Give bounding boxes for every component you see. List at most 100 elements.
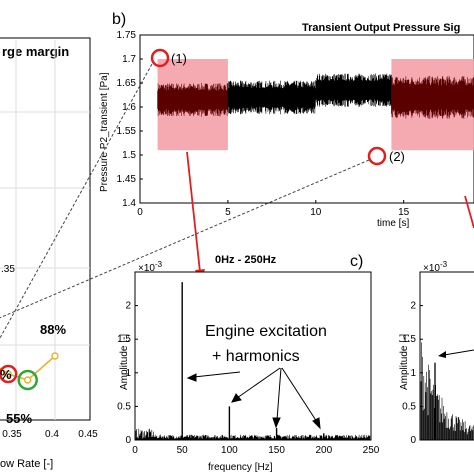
panel-b-xlabel: time [s] bbox=[377, 218, 409, 229]
panel-a-xlabel: ow Rate [-] bbox=[0, 458, 53, 470]
panel-a-xtick: 0.4 bbox=[45, 429, 59, 440]
panel-d-ytick-label: 2 bbox=[410, 301, 416, 312]
harmonic-arrow-50-head bbox=[186, 373, 197, 382]
marker-label-1: (1) bbox=[171, 51, 187, 66]
harmonic-arrow-150-head bbox=[272, 417, 281, 429]
panel-c-exponent-power: -3 bbox=[155, 260, 163, 269]
panel-c-exponent-base: ×10 bbox=[138, 263, 155, 274]
panel-a-point bbox=[51, 352, 59, 360]
panel-c-xtick-label: 0 bbox=[132, 445, 138, 456]
panel-c-ytick-label: 0.5 bbox=[117, 401, 131, 412]
harmonic-arrow-200-head bbox=[312, 417, 321, 430]
connector-dashed-2 bbox=[0, 159, 370, 319]
panel-c-ytick-label: 0 bbox=[125, 435, 131, 446]
panel-c: 0Hz - 250Hz c) ×10-3 2 1.5 1 0.5 0 0 50 100 150… bbox=[117, 253, 380, 473]
panel-b-signal-segment bbox=[227, 80, 316, 115]
panel-d-yticks: 2 1.5 1 0.5 0 bbox=[402, 301, 423, 446]
marker-circle-2 bbox=[367, 146, 387, 166]
panel-c-xtick-label: 100 bbox=[221, 445, 238, 456]
panel-c-xlabel: frequency [Hz] bbox=[208, 462, 273, 473]
harmonic-arrow-150 bbox=[276, 367, 282, 421]
panel-c-exponent: ×10-3 bbox=[138, 260, 163, 274]
panel-a-frame bbox=[0, 37, 91, 421]
panel-d-spectrum bbox=[420, 342, 474, 440]
panel-d: ×10-3 2 1.5 1 0.5 0 Amplitude [-] bbox=[399, 260, 474, 446]
panel-c-xtick-label: 200 bbox=[315, 445, 332, 456]
panel-b-ytick-label: 1.75 bbox=[117, 30, 137, 41]
panel-b-yticks: 1.75 1.7 1.65 1.6 1.55 1.5 1.45 1.4 bbox=[117, 30, 143, 209]
panel-c-ytick-label: 1.5 bbox=[117, 334, 131, 345]
panel-a-annotation-55: 55% bbox=[6, 411, 32, 426]
arrow-to-panel-c bbox=[186, 151, 201, 273]
panel-b-ytick-label: 1.65 bbox=[117, 78, 137, 89]
panel-b-signal bbox=[157, 73, 474, 119]
harmonic-arrow-50 bbox=[193, 371, 241, 378]
panel-d-ytick-label: 0.5 bbox=[402, 401, 416, 412]
harmonic-arrow-100 bbox=[236, 367, 281, 399]
panel-d-exponent-power: -3 bbox=[440, 260, 448, 269]
panel-c-xticks: 0 50 100 150 200 250 bbox=[132, 437, 380, 456]
annotation-harmonics: + harmonics bbox=[212, 348, 300, 365]
marker-label-2: (2) bbox=[389, 149, 405, 164]
panel-b-ytick-label: 1.45 bbox=[117, 174, 137, 185]
panel-a-title: rge margin bbox=[2, 44, 69, 59]
panel-d-exponent-base: ×10 bbox=[423, 263, 440, 274]
panel-b-signal-segment bbox=[157, 83, 228, 117]
panel-c-ytick-label: 1 bbox=[125, 368, 131, 379]
panel-c-title: 0Hz - 250Hz bbox=[215, 254, 277, 266]
panel-a-xtick: 0.45 bbox=[78, 429, 98, 440]
panel-d-exponent: ×10-3 bbox=[423, 260, 448, 274]
panel-c-label: c) bbox=[350, 253, 363, 270]
panel-b-signal-segment bbox=[391, 75, 474, 119]
panel-b-signal-segment bbox=[315, 73, 392, 107]
panel-a-point bbox=[4, 370, 12, 378]
panel-b-xtick-label: 5 bbox=[225, 207, 231, 218]
panel-d-arrow-head bbox=[438, 351, 446, 358]
panel-a-red-circle bbox=[0, 364, 18, 384]
panel-b-ytick-label: 1.55 bbox=[117, 126, 137, 137]
panel-b-ylabel: Pressure P2_transient [Pa] bbox=[99, 72, 110, 192]
arrow-to-panel-d bbox=[464, 195, 474, 229]
panel-b-xtick-label: 0 bbox=[137, 207, 143, 218]
panel-b-ytick-label: 1.4 bbox=[122, 198, 136, 209]
panel-a-ytick: .35 bbox=[1, 264, 15, 275]
panel-d-ylabel: Amplitude [-] bbox=[399, 334, 410, 390]
annotation-engine-excitation: Engine excitation bbox=[205, 323, 327, 340]
harmonic-arrow-200 bbox=[281, 367, 318, 423]
panel-d-ytick-label: 1.5 bbox=[402, 334, 416, 345]
panel-c-noise-path bbox=[135, 428, 371, 440]
panel-b-xtick-label: 10 bbox=[310, 207, 322, 218]
harmonic-arrow-100-head bbox=[231, 393, 242, 403]
panel-b-title: Transient Output Pressure Sig bbox=[302, 22, 460, 34]
panel-d-ytick-label: 0 bbox=[410, 435, 416, 446]
panel-a-green-circle bbox=[17, 369, 38, 391]
panel-c-xtick-label: 150 bbox=[268, 445, 285, 456]
panel-b-ytick-label: 1.7 bbox=[122, 54, 136, 65]
panel-b-ytick-label: 1.6 bbox=[122, 102, 136, 113]
panel-a-point bbox=[24, 376, 32, 384]
panel-a: rge margin .35 88% % 55% 0.35 0.4 0.45 o… bbox=[0, 37, 98, 470]
panel-a-xtick: 0.35 bbox=[2, 429, 22, 440]
panel-b: b) Transient Output Pressure Sig 1.751.7… bbox=[99, 11, 474, 229]
panel-c-ytick-label: 2 bbox=[125, 301, 131, 312]
panel-c-yticks: 2 1.5 1 0.5 0 bbox=[117, 301, 138, 446]
panel-c-noise-floor bbox=[135, 428, 371, 440]
panel-d-spectrum-path bbox=[420, 342, 474, 440]
panel-b-xticks: 0 5 10 15 bbox=[137, 200, 410, 218]
panel-a-series bbox=[0, 352, 59, 391]
panel-a-annotation-88: 88% bbox=[40, 322, 66, 337]
panel-b-xtick-label: 15 bbox=[398, 207, 410, 218]
panel-d-ytick-label: 1 bbox=[410, 368, 416, 379]
panel-c-plot-area bbox=[134, 271, 372, 441]
panel-c-xtick-label: 50 bbox=[177, 445, 189, 456]
panel-d-arrow bbox=[443, 349, 474, 356]
panel-b-ytick-label: 1.5 bbox=[122, 150, 136, 161]
harmonic-arrows bbox=[186, 367, 321, 430]
panel-a-annotation-partial: % bbox=[0, 367, 12, 382]
panel-c-xtick-label: 250 bbox=[363, 445, 380, 456]
panel-c-ylabel: Amplitude [-] bbox=[119, 334, 130, 390]
marker-circle-1 bbox=[150, 48, 170, 68]
connector-dashed-1 bbox=[0, 63, 153, 340]
panel-b-label: b) bbox=[112, 11, 126, 28]
